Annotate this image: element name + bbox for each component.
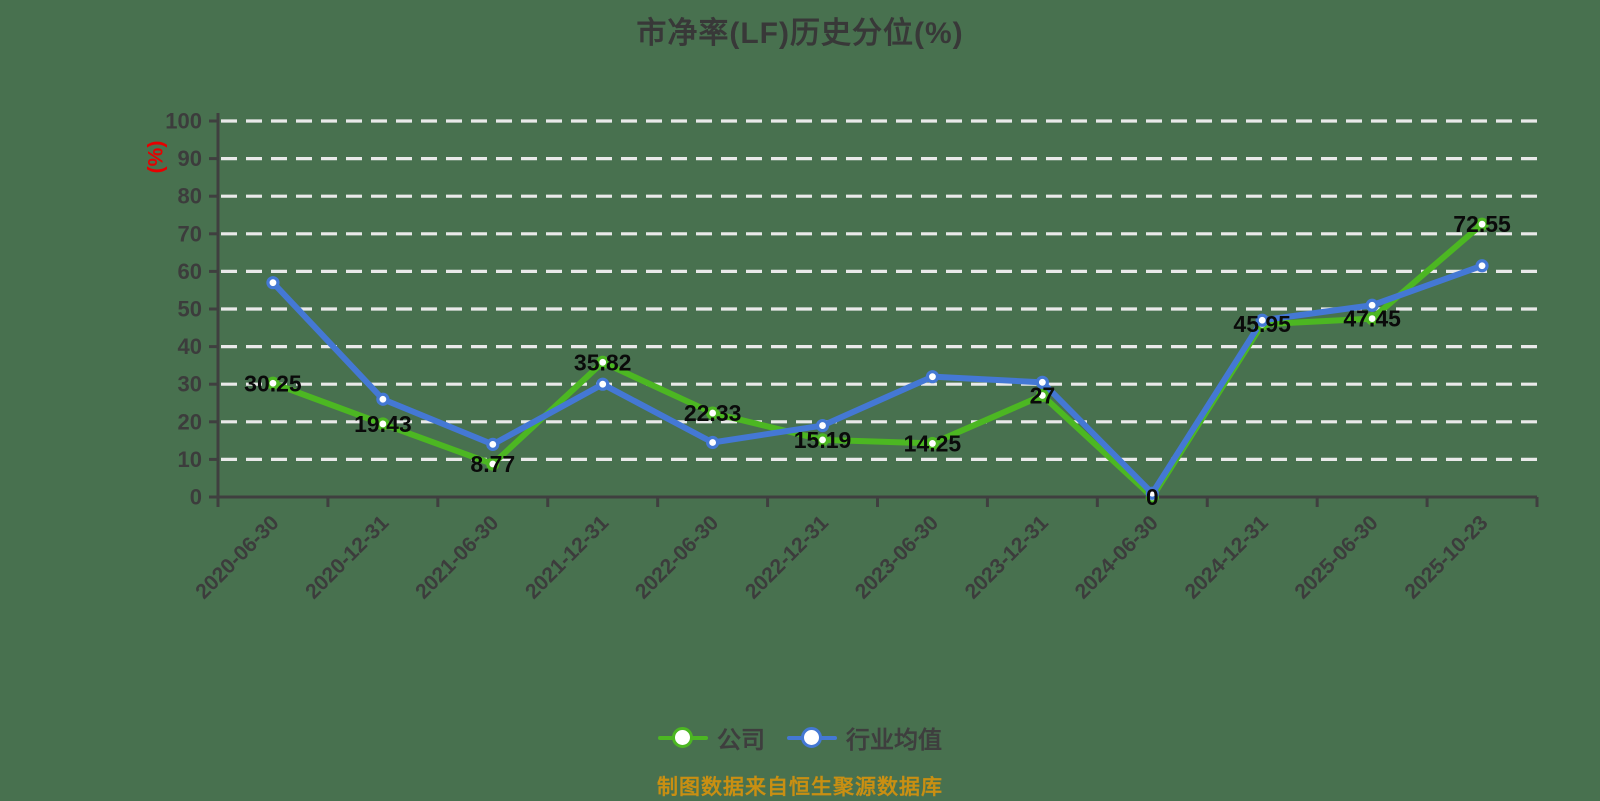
x-axis-tick-label: 2023-12-31 [961,511,1053,603]
y-axis-tick-label: 20 [178,409,202,434]
industry-point-marker [1255,313,1269,327]
company-line [269,221,1486,500]
value-label: 14.25 [904,430,962,456]
value-label: 47.45 [1343,306,1401,332]
company-point-marker [925,436,940,451]
legend-label-industry-average: 行业均值 [846,727,942,754]
industry-average-line [269,262,1486,497]
x-axis-tick-label: 2024-06-30 [1071,511,1163,603]
y-axis-tick-label: 100 [165,109,202,134]
x-axis-tick-label: 2025-06-30 [1290,511,1382,603]
y-axis-tick-label: 30 [178,372,202,397]
y-axis-tick-label: 40 [178,334,202,359]
company-point-marker [266,376,280,390]
data-source-note: 制图数据来自恒生聚源数据库 [657,776,943,799]
x-axis-tick-label: 2021-12-31 [521,511,613,603]
company-point-marker [596,355,610,369]
industry-point-marker [486,437,500,451]
x-axis-tick-label: 2021-06-30 [411,511,503,603]
industry-point-marker [376,392,390,406]
y-axis-unit-label: (%) [145,141,168,174]
value-label: 15.19 [794,427,852,453]
value-label: 35.82 [574,349,632,375]
y-axis-tick-label: 90 [178,146,202,171]
legend: 公司 行业均值 [0,720,1600,755]
value-label: 30.25 [244,370,302,396]
value-label: 72.55 [1453,211,1511,237]
industry-point-marker [706,435,720,450]
company-point-marker [1365,311,1379,326]
y-axis-tick-label: 0 [190,485,202,510]
chart-title: 市净率(LF)历史分位(%) [636,17,964,50]
company-point-marker [706,406,720,420]
x-axis-tick-label: 2022-12-31 [741,511,833,603]
company-point-marker [1035,388,1049,403]
legend-label-company: 公司 [717,727,765,754]
industry-line-marker-icon [787,726,837,750]
company-point-marker [1475,217,1489,231]
industry-point-marker [815,418,830,433]
x-axis-tick-label: 2020-06-30 [191,511,283,603]
industry-point-marker [925,370,940,384]
value-label: 0 [1146,484,1159,510]
industry-point-marker [1365,298,1379,312]
value-label: 27 [1030,382,1056,408]
industry-point-marker [1145,486,1159,500]
y-axis-tick-label: 50 [178,297,202,322]
x-axis-tick-label: 2020-12-31 [301,511,393,603]
value-label: 19.43 [354,411,412,437]
value-label: 45.95 [1233,311,1291,337]
y-axis-tick-label: 60 [178,259,202,284]
industry-point-marker [596,377,610,391]
company-point-marker [815,433,830,447]
legend-item-industry-average[interactable]: 行业均值 [787,720,942,755]
company-point-marker [376,417,390,431]
value-label: 22.33 [684,400,742,426]
x-axis-tick-label: 2023-06-30 [851,511,943,603]
legend-item-company[interactable]: 公司 [658,720,765,755]
x-axis-tick-label: 2022-06-30 [631,511,723,603]
industry-point-marker [1035,375,1049,389]
x-axis-tick-label: 2024-12-31 [1181,511,1273,603]
x-axis-tick-label: 2025-10-23 [1400,511,1492,603]
industry-point-marker [266,276,280,290]
y-axis-tick-label: 80 [178,184,202,209]
y-axis-tick-label: 70 [178,221,202,246]
value-label: 8.77 [470,451,515,477]
company-line-marker-icon [658,726,708,750]
industry-point-marker [1475,259,1489,273]
company-point-marker [486,457,500,471]
y-axis-tick-label: 10 [178,447,202,472]
